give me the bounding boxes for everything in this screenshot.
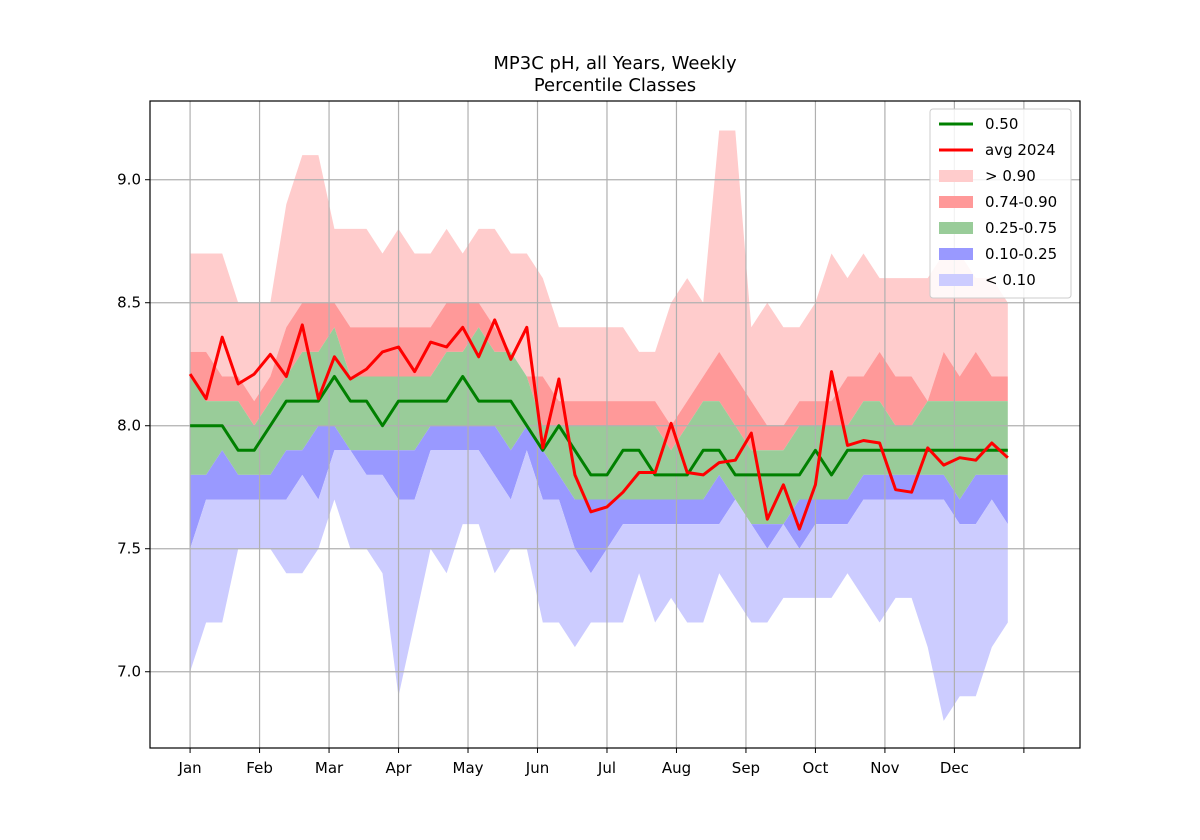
x-tick-label: Feb (246, 759, 273, 777)
chart-title: MP3C pH, all Years, Weekly (493, 53, 737, 74)
legend-label: < 0.10 (985, 271, 1036, 289)
plot-frame (149, 100, 1081, 749)
x-tick-label: Oct (802, 759, 828, 777)
legend-label: 0.50 (985, 115, 1018, 133)
grid-lines (150, 101, 1080, 748)
y-axis: 7.0 7.5 8.0 8.5 9.0 (117, 171, 150, 681)
x-tick-label: Dec (940, 759, 969, 777)
legend-patch-swatch (939, 170, 973, 182)
legend-patch-swatch (939, 248, 973, 260)
legend-item: 0.25-0.75 (939, 219, 1057, 237)
x-tick-label: Sep (732, 759, 760, 777)
legend-label: 0.74-0.90 (985, 193, 1057, 211)
y-tick-label: 7.0 (117, 663, 141, 681)
series-lines (188, 318, 1009, 531)
band-74-90 (190, 302, 1008, 451)
avg-2024-line (188, 318, 1009, 531)
legend-patch-swatch (939, 222, 973, 234)
legend-item: avg 2024 (939, 141, 1056, 159)
x-tick-label: Jun (525, 759, 549, 777)
x-tick-label: Mar (315, 759, 344, 777)
x-tick-label: May (453, 759, 484, 777)
y-tick-label: 7.5 (117, 540, 141, 558)
legend-item: 0.74-0.90 (939, 193, 1057, 211)
legend-label: 0.10-0.25 (985, 245, 1057, 263)
legend-item: 0.50 (939, 115, 1018, 133)
x-tick-label: Apr (386, 759, 413, 777)
median-line (190, 375, 1008, 477)
legend-label: 0.25-0.75 (985, 219, 1057, 237)
band-10-25 (190, 425, 1008, 574)
percentile-bands (190, 130, 1008, 721)
legend-label: avg 2024 (985, 141, 1056, 159)
legend-item: > 0.90 (939, 167, 1036, 185)
band-lt-10 (190, 450, 1008, 721)
y-tick-label: 8.5 (117, 294, 141, 312)
legend-item: < 0.10 (939, 271, 1036, 289)
chart-subtitle: Percentile Classes (534, 75, 696, 96)
legend: 0.50 avg 2024 > 0.90 0.74-0.90 0.25-0.75 0.10… (929, 108, 1072, 299)
x-tick-label: Jan (178, 759, 202, 777)
x-tick-label: Jul (597, 759, 616, 777)
x-axis: Jan Feb Mar Apr May Jun Jul Aug Sep Oct Nov Dec (178, 748, 1025, 777)
band-25-75 (190, 327, 1008, 525)
legend-label: > 0.90 (985, 167, 1036, 185)
legend-patch-swatch (939, 274, 973, 286)
y-tick-label: 8.0 (117, 417, 141, 435)
legend-item: 0.10-0.25 (939, 245, 1057, 263)
x-tick-label: Aug (662, 759, 691, 777)
x-tick-label: Nov (870, 759, 899, 777)
y-tick-label: 9.0 (117, 171, 141, 189)
legend-patch-swatch (939, 196, 973, 208)
band-gt-90 (190, 130, 1008, 426)
